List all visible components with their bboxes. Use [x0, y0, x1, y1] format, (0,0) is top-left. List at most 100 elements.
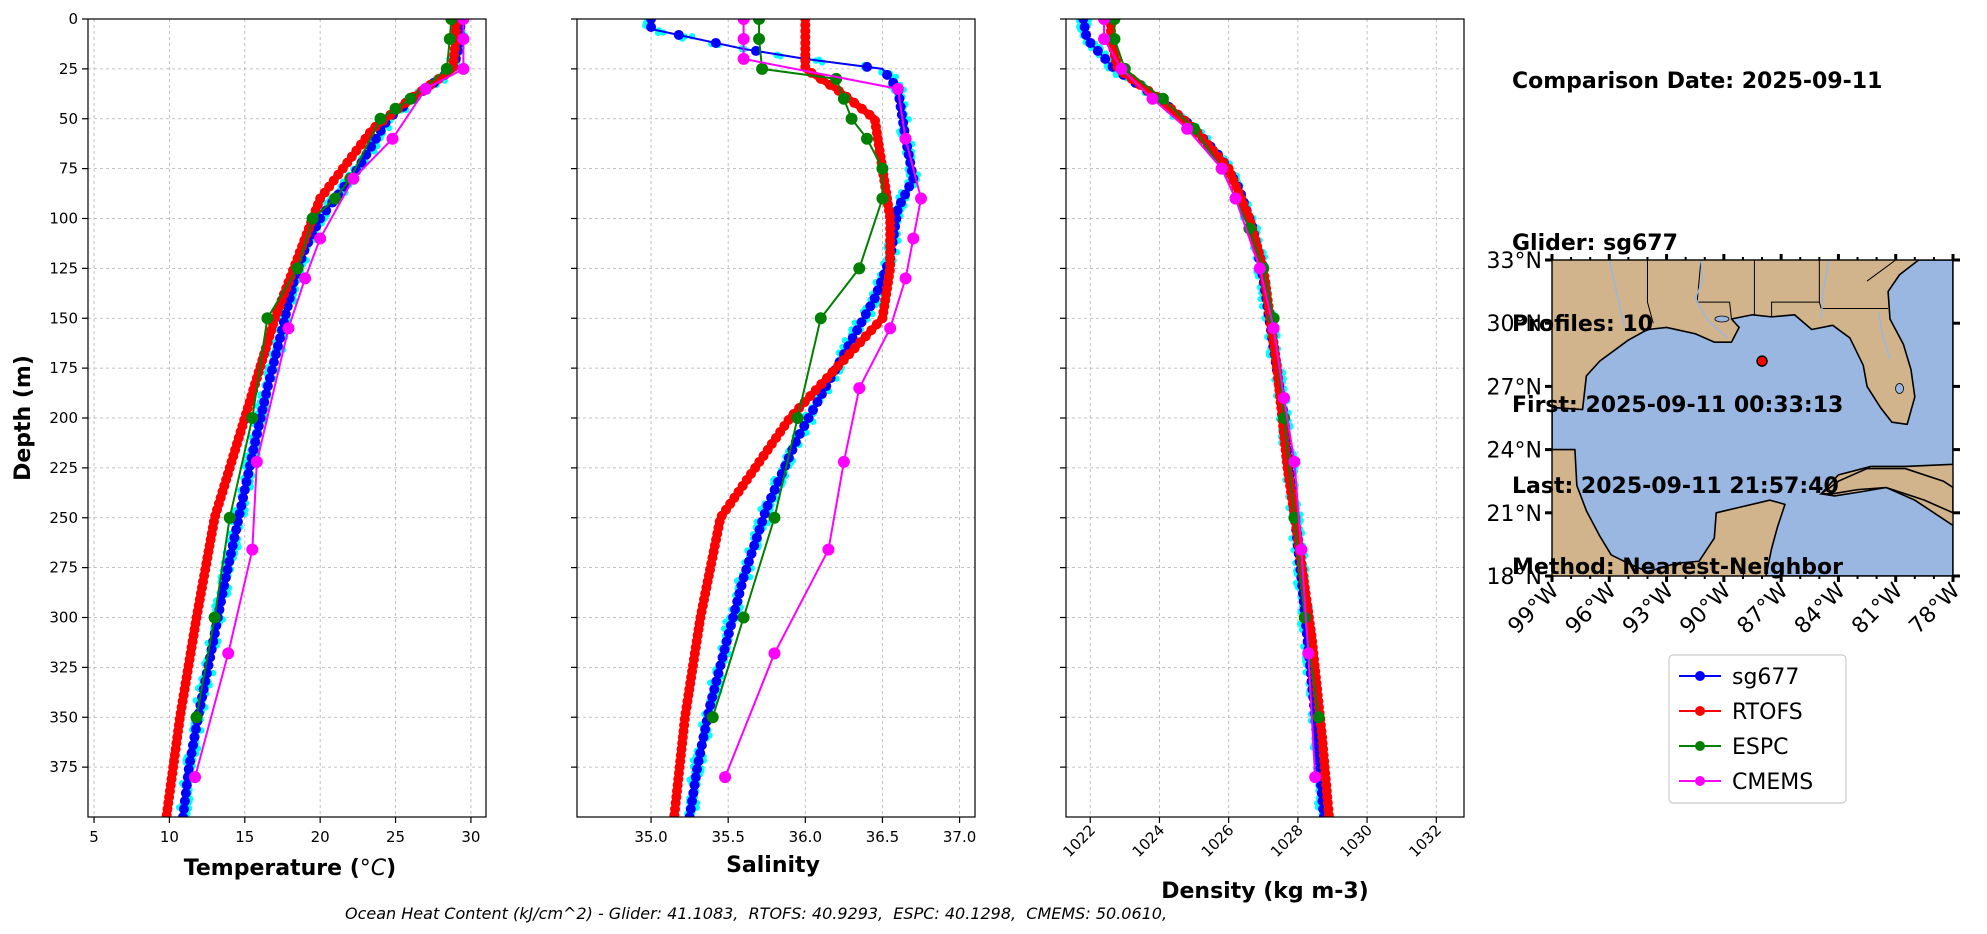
y-tick-label: 150: [49, 309, 78, 327]
river: [1694, 260, 1729, 339]
series-point: [1172, 109, 1183, 120]
comparison-date: Comparison Date: 2025-09-11: [1512, 69, 1883, 94]
state-border: [1866, 260, 1897, 282]
series-point: [713, 668, 724, 679]
series-point: [255, 413, 266, 423]
series-point: [1098, 32, 1111, 45]
series-point: [847, 333, 858, 344]
legend-marker: [1695, 706, 1705, 716]
series-point: [386, 132, 399, 145]
series-point: [189, 732, 200, 743]
series-point: [238, 492, 249, 503]
state-border: [1742, 569, 1746, 576]
series-point: [457, 19, 470, 25]
series-point: [766, 492, 777, 503]
series-point: [899, 132, 912, 145]
y-tick-label: 375: [49, 758, 78, 776]
series-point: [1108, 32, 1121, 45]
series-point: [768, 647, 781, 660]
temperature-panel: 0 25 50 75 100 125 150 175 200 225 250 275 300 325 350…: [49, 10, 487, 846]
series-point: [1323, 810, 1334, 817]
series-point: [220, 572, 231, 583]
x-tick-label: 5: [89, 828, 99, 846]
series-point: [1288, 455, 1301, 468]
series-point: [711, 676, 722, 687]
series-point: [251, 428, 262, 439]
series-point: [669, 810, 680, 817]
series-point: [695, 748, 706, 759]
series-point: [791, 412, 804, 424]
series-point: [1181, 122, 1194, 135]
series-point: [239, 484, 250, 495]
series-point: [179, 796, 190, 807]
cuba: [1818, 467, 1953, 514]
y-tick-label: 0: [68, 10, 78, 28]
series-point: [243, 468, 254, 479]
series-point: [891, 82, 904, 95]
x-tick-label: 1030: [1336, 821, 1376, 861]
series-rtofs: [669, 19, 896, 817]
series-point: [899, 272, 912, 285]
lat-tick-label: 30°N: [1487, 312, 1542, 337]
series-point: [1267, 322, 1280, 335]
series-point: [272, 341, 283, 352]
y-tick-label: 125: [49, 259, 78, 277]
series-point: [264, 373, 275, 384]
series-point: [690, 772, 701, 783]
method: Method: Nearest-Neighbor: [1512, 555, 1843, 580]
series-point: [856, 317, 867, 328]
series-point: [241, 476, 252, 487]
series-point: [1312, 711, 1325, 724]
series-point: [306, 212, 319, 225]
glider-point: [851, 319, 859, 326]
series-point: [753, 32, 766, 45]
lat-tick-label: 33°N: [1487, 249, 1542, 274]
y-tick-label: 50: [59, 110, 78, 128]
series-point: [737, 52, 750, 65]
series-point: [1079, 21, 1090, 32]
series-point: [1081, 29, 1092, 40]
series-point: [183, 764, 194, 775]
first-time: First: 2025-09-11 00:33:13: [1512, 393, 1844, 418]
series-point: [673, 29, 684, 40]
series-point: [274, 333, 285, 344]
series-point: [186, 748, 197, 759]
state-border: [1646, 260, 1654, 324]
series-point: [693, 756, 704, 767]
series-point: [1302, 647, 1315, 660]
series-point: [732, 596, 743, 607]
series-point: [1092, 45, 1103, 56]
series-point: [734, 588, 745, 599]
series-cmems: [1098, 19, 1322, 784]
series-point: [268, 357, 279, 368]
series-point: [1085, 37, 1096, 48]
series-point: [689, 780, 700, 791]
legend-item-cmems: CMEMS: [1679, 770, 1813, 795]
series-point: [875, 277, 886, 288]
series-point: [246, 412, 259, 424]
series-point: [705, 700, 716, 711]
legend-label: ESPC: [1732, 735, 1789, 760]
series-point: [1156, 92, 1169, 105]
series-point: [684, 812, 695, 817]
series-point: [822, 543, 835, 556]
series-point: [685, 804, 696, 815]
x-tick-label: 15: [235, 828, 254, 846]
series-point: [419, 82, 432, 95]
series-point: [178, 804, 189, 815]
lake: [1895, 383, 1904, 394]
x-tick-label: 1032: [1405, 821, 1445, 861]
x-tick-label: 30: [461, 828, 480, 846]
series-point: [707, 692, 718, 703]
depth-ylabel: Depth (m): [11, 355, 36, 481]
density-panel: 1022 1024 1026 1028 1030 1032: [1059, 18, 1465, 861]
series-point: [161, 810, 172, 817]
map-area: [1552, 260, 1953, 576]
series-point: [751, 532, 762, 543]
x-tick-label: 20: [311, 828, 330, 846]
x-tick-label: 37.0: [943, 828, 976, 846]
grid: [88, 18, 486, 817]
series-point: [737, 19, 750, 25]
series-point: [208, 611, 221, 624]
y-tick-label: 300: [49, 609, 78, 627]
